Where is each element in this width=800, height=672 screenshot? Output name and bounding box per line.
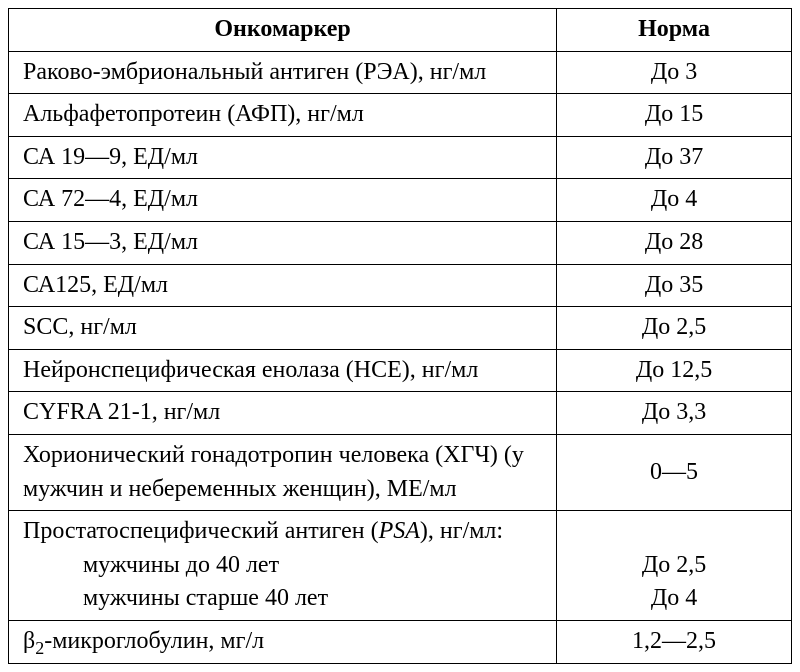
table-row: Нейронспецифическая енолаза (НСЕ), нг/мл… <box>9 349 792 392</box>
marker-cell: Хорионический гонадотропин человека (ХГЧ… <box>9 434 557 510</box>
table-row-psa: Простатоспецифический антиген (PSA), нг/… <box>9 511 792 621</box>
marker-cell: СА125, ЕД/мл <box>9 264 557 307</box>
psa-line-under-40: мужчины до 40 лет <box>23 549 546 583</box>
norm-cell: До 3 <box>557 51 792 94</box>
table-row: SCC, нг/мл До 2,5 <box>9 307 792 350</box>
psa-norm-cell: До 2,5 До 4 <box>557 511 792 621</box>
psa-marker-cell: Простатоспецифический антиген (PSA), нг/… <box>9 511 557 621</box>
marker-cell: Альфафетопротеин (АФП), нг/мл <box>9 94 557 137</box>
table-row: Раково-эмбриональный антиген (РЭА), нг/м… <box>9 51 792 94</box>
norm-cell: 0—5 <box>557 434 792 510</box>
tumor-markers-table: Онкомаркер Норма Раково-эмбриональный ан… <box>8 8 792 664</box>
table-row: Альфафетопротеин (АФП), нг/мл До 15 <box>9 94 792 137</box>
table-row: Хорионический гонадотропин человека (ХГЧ… <box>9 434 792 510</box>
table-row: СА 19—9, ЕД/мл До 37 <box>9 136 792 179</box>
marker-cell: Нейронспецифическая енолаза (НСЕ), нг/мл <box>9 349 557 392</box>
marker-cell: Раково-эмбриональный антиген (РЭА), нг/м… <box>9 51 557 94</box>
psa-norm-over-40: До 4 <box>567 582 781 616</box>
psa-line-over-40: мужчины старше 40 лет <box>23 582 546 616</box>
marker-cell: SCC, нг/мл <box>9 307 557 350</box>
norm-cell: До 15 <box>557 94 792 137</box>
norm-cell: До 2,5 <box>557 307 792 350</box>
table-row: СА 72—4, ЕД/мл До 4 <box>9 179 792 222</box>
norm-cell: До 3,3 <box>557 392 792 435</box>
table-row: СА 15—3, ЕД/мл До 28 <box>9 221 792 264</box>
beta2-marker-cell: β2-микроглобулин, мг/л <box>9 620 557 663</box>
psa-norm-blank <box>567 515 781 549</box>
table-row: CYFRA 21-1, нг/мл До 3,3 <box>9 392 792 435</box>
psa-norm-under-40: До 2,5 <box>567 549 781 583</box>
col-header-norm: Норма <box>557 9 792 52</box>
psa-title: Простатоспецифический антиген (PSA), нг/… <box>23 515 546 549</box>
norm-cell: До 37 <box>557 136 792 179</box>
table-row-beta2: β2-микроглобулин, мг/л 1,2—2,5 <box>9 620 792 663</box>
marker-cell: СА 15—3, ЕД/мл <box>9 221 557 264</box>
table-header-row: Онкомаркер Норма <box>9 9 792 52</box>
norm-cell: До 35 <box>557 264 792 307</box>
marker-cell: СА 72—4, ЕД/мл <box>9 179 557 222</box>
norm-cell: До 4 <box>557 179 792 222</box>
table-row: СА125, ЕД/мл До 35 <box>9 264 792 307</box>
col-header-marker: Онкомаркер <box>9 9 557 52</box>
beta2-norm-cell: 1,2—2,5 <box>557 620 792 663</box>
marker-cell: СА 19—9, ЕД/мл <box>9 136 557 179</box>
norm-cell: До 28 <box>557 221 792 264</box>
marker-cell: CYFRA 21-1, нг/мл <box>9 392 557 435</box>
norm-cell: До 12,5 <box>557 349 792 392</box>
